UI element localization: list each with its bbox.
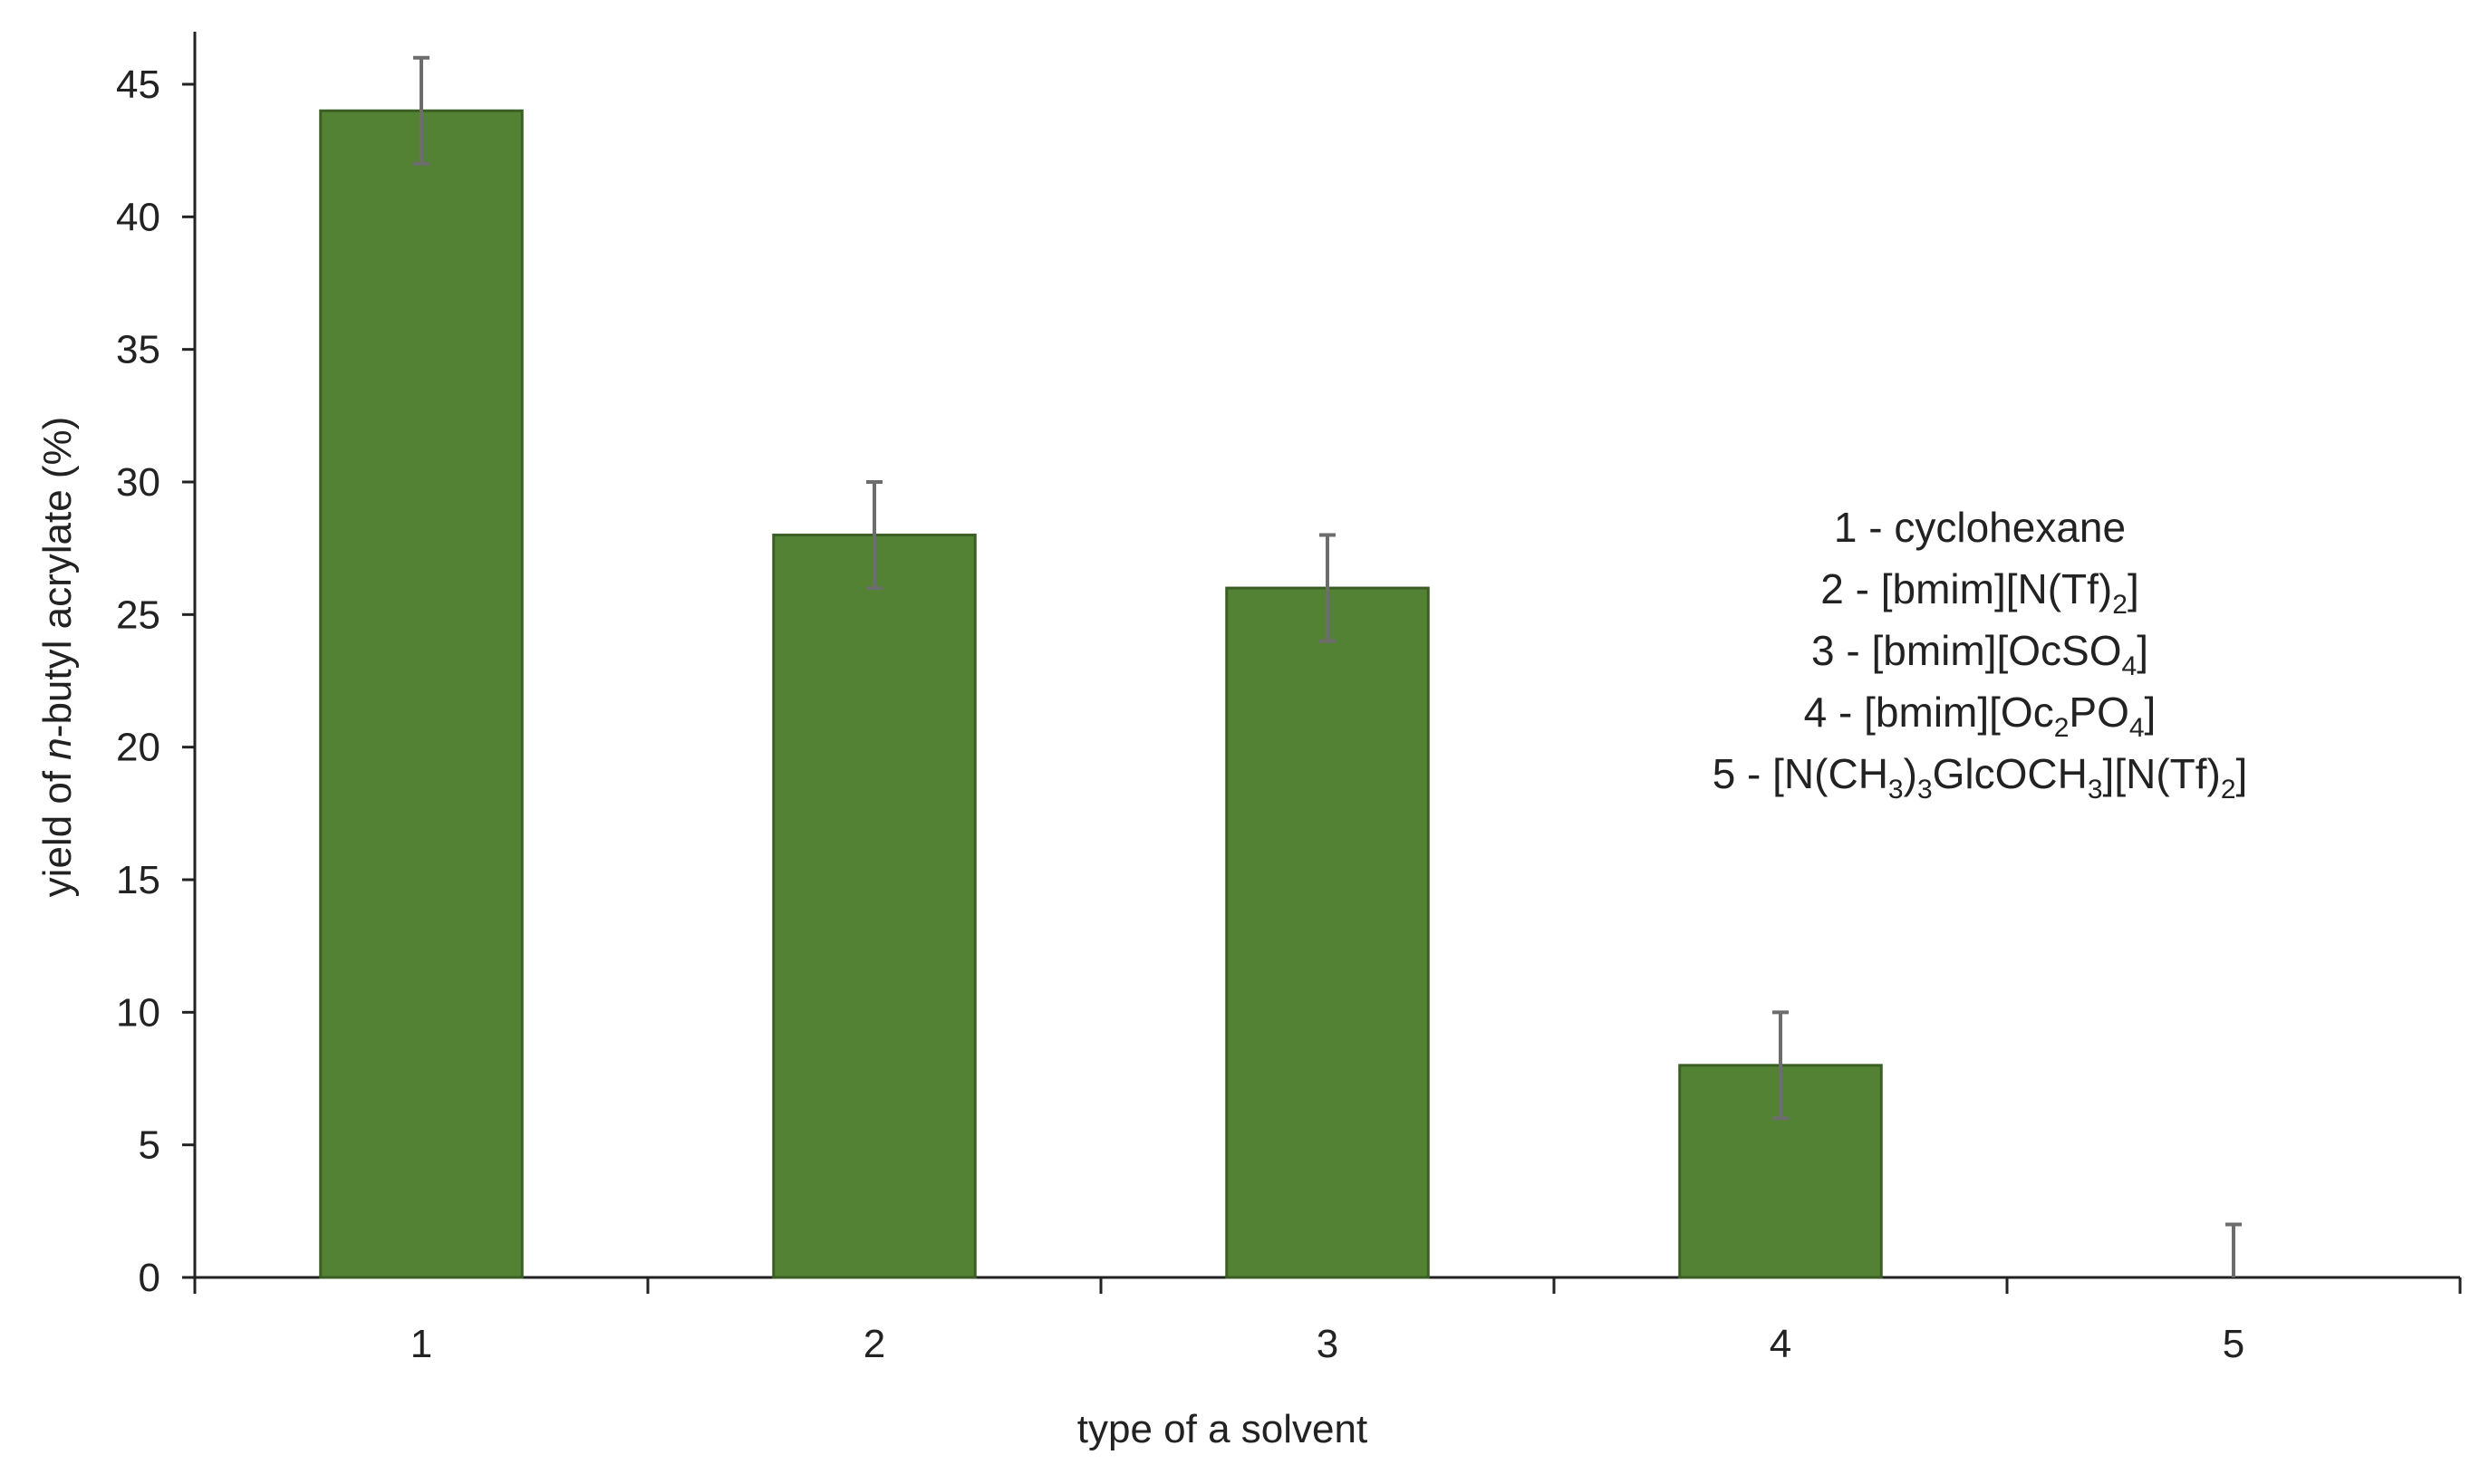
annotation-line: 2 - [bmim][N(Tf)2] <box>1820 565 2138 620</box>
annotation-segment: 3 - [bmim][OcSO <box>1811 627 2121 674</box>
annotation-segment: 2 <box>2221 775 2236 805</box>
y-axis-title-part: -butyl acrylate (%) <box>35 417 80 738</box>
annotation-segment: 4 <box>2129 713 2145 743</box>
annotation-segment: PO <box>2069 689 2128 736</box>
annotation-segment: 1 - cyclohexane <box>1834 504 2126 551</box>
y-tick-label: 15 <box>116 858 160 902</box>
y-axis-title-part: yield of <box>35 760 80 898</box>
y-tick-label: 0 <box>139 1256 160 1300</box>
annotation-line: 5 - [N(CH3)3GlcOCH3][N(Tf)2] <box>1713 750 2248 805</box>
y-tick-label: 35 <box>116 328 160 372</box>
y-tick-label: 45 <box>116 63 160 107</box>
x-tick-label: 2 <box>864 1322 885 1366</box>
y-tick-label: 40 <box>116 195 160 239</box>
y-axis-title: yield of n-butyl acrylate (%) <box>35 417 80 898</box>
annotation-segment: 5 - [N(CH <box>1713 750 1888 797</box>
x-tick-label: 4 <box>1770 1322 1791 1366</box>
y-axis-title-part: n <box>35 737 80 759</box>
error-bar <box>413 55 429 166</box>
x-tick-label: 1 <box>410 1322 432 1366</box>
annotation-segment: 3 <box>1917 775 1933 805</box>
annotation-segment: 4 <box>2122 651 2137 681</box>
error-bar <box>866 480 883 591</box>
annotation-segment: 2 <box>2112 590 2128 620</box>
bars <box>319 109 1883 1279</box>
annotation-segment: 2 - [bmim][N(Tf) <box>1820 565 2112 612</box>
annotation-segment: ][N(Tf) <box>2103 750 2221 797</box>
bar <box>772 534 977 1279</box>
annotation-segment: ] <box>2137 627 2148 674</box>
error-bar <box>1319 533 1336 643</box>
annotation-segment: 3 <box>1888 775 1904 805</box>
x-tick-label: 5 <box>2223 1322 2244 1366</box>
annotation-segment: 4 - [bmim][Oc <box>1804 689 2054 736</box>
y-tick-label: 20 <box>116 726 160 770</box>
annotation-segment: ) <box>1904 750 1917 797</box>
annotation-segment: ] <box>2145 689 2157 736</box>
bar <box>1225 586 1430 1279</box>
y-tick-label: 5 <box>139 1123 160 1168</box>
annotation-segment: 2 <box>2054 713 2070 743</box>
annotation-segment: GlcOCH <box>1933 750 2088 797</box>
error-bar <box>2225 1222 2242 1277</box>
x-tick-label: 3 <box>1317 1322 1338 1366</box>
annotation-segment: ] <box>2128 565 2139 612</box>
bar <box>319 109 524 1279</box>
error-bars <box>413 55 2242 1277</box>
y-tick-label: 25 <box>116 593 160 637</box>
y-axis: 0 5 10 15 20 25 30 35 40 45 <box>116 32 197 1300</box>
annotation-segment: 3 <box>2088 775 2103 805</box>
x-axis: 1 2 3 4 5 <box>193 1276 2462 1366</box>
annotation-line: 4 - [bmim][Oc2PO4] <box>1804 689 2157 743</box>
annotation-line: 3 - [bmim][OcSO4] <box>1811 627 2148 681</box>
annotation-segment: ] <box>2236 750 2248 797</box>
x-axis-title: type of a solvent <box>1077 1407 1367 1451</box>
y-tick-label: 30 <box>116 460 160 505</box>
y-tick-label: 10 <box>116 990 160 1035</box>
annotation-line: 1 - cyclohexane <box>1834 504 2126 551</box>
error-bar <box>1772 1010 1789 1121</box>
